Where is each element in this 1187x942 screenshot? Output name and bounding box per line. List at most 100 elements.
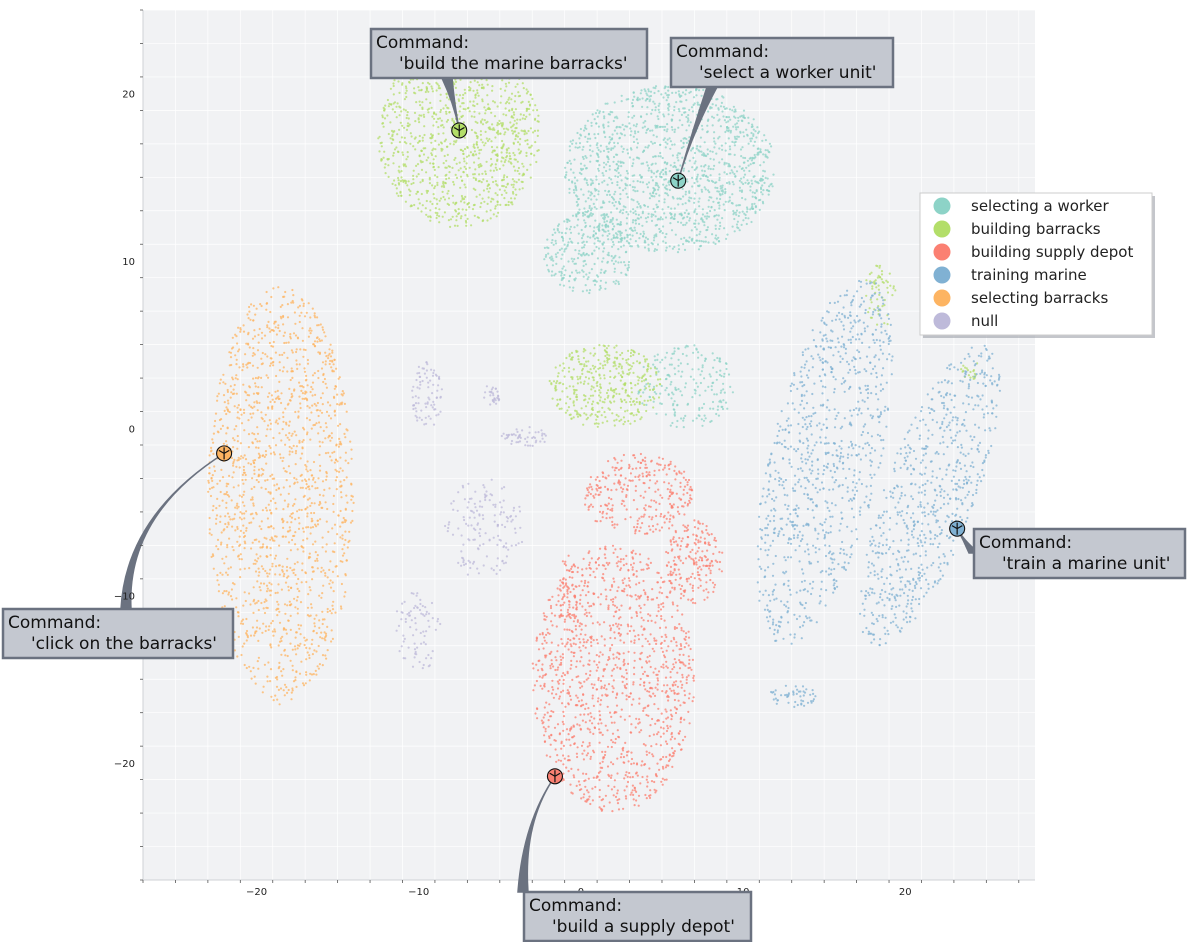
data-point — [633, 456, 637, 459]
data-point — [667, 85, 670, 89]
data-point — [584, 263, 588, 266]
data-point — [422, 153, 426, 156]
data-point — [631, 566, 634, 569]
data-point — [475, 141, 478, 144]
data-point — [473, 110, 476, 113]
data-point — [761, 193, 764, 196]
data-point — [570, 663, 573, 667]
data-point — [430, 133, 433, 136]
data-point — [673, 698, 677, 702]
data-point — [572, 651, 575, 655]
data-point — [771, 185, 774, 188]
data-point — [649, 129, 652, 132]
data-point — [550, 620, 553, 623]
data-point — [546, 238, 549, 241]
data-point — [653, 788, 656, 791]
data-point — [589, 352, 592, 355]
data-point — [578, 602, 582, 605]
data-point — [657, 188, 660, 191]
data-point — [495, 168, 498, 171]
data-point — [732, 125, 735, 128]
data-point — [500, 193, 503, 196]
data-point — [671, 91, 674, 94]
data-point — [441, 215, 444, 218]
data-point — [622, 189, 625, 192]
data-point — [535, 639, 538, 642]
data-point — [603, 564, 606, 567]
data-point — [594, 365, 597, 368]
data-point — [548, 715, 552, 718]
data-point — [631, 174, 634, 177]
data-point — [558, 678, 561, 682]
data-point — [629, 355, 632, 358]
data-point — [742, 156, 745, 159]
data-point — [624, 389, 627, 392]
data-point — [613, 523, 616, 526]
data-point — [685, 115, 688, 119]
data-point — [474, 188, 477, 191]
data-point — [402, 180, 405, 183]
data-point — [593, 262, 596, 266]
data-point — [608, 624, 612, 627]
data-point — [663, 212, 666, 215]
data-point — [883, 322, 886, 325]
data-point — [660, 576, 663, 579]
data-point — [487, 106, 490, 109]
data-point — [587, 133, 591, 136]
data-point — [606, 183, 609, 186]
data-point — [623, 789, 626, 792]
data-point — [463, 147, 467, 151]
data-point — [598, 288, 601, 291]
data-point — [870, 301, 873, 304]
data-point — [651, 191, 655, 194]
data-point — [397, 80, 400, 83]
data-point — [589, 757, 592, 761]
data-point — [578, 137, 581, 140]
data-point — [431, 184, 434, 187]
data-point — [679, 748, 683, 751]
data-point — [699, 145, 702, 148]
data-point — [714, 242, 717, 245]
data-point — [595, 654, 598, 657]
data-point — [607, 121, 610, 124]
data-point — [399, 180, 402, 183]
data-point — [746, 159, 750, 162]
data-point — [597, 182, 601, 186]
data-point — [582, 251, 585, 255]
data-point — [593, 726, 597, 730]
data-point — [562, 715, 566, 718]
data-point — [719, 197, 722, 201]
data-point — [494, 180, 497, 183]
data-point — [646, 399, 650, 402]
data-point — [749, 140, 752, 143]
data-point — [649, 789, 652, 792]
data-point — [646, 656, 649, 659]
data-point — [617, 808, 621, 811]
data-point — [626, 780, 630, 784]
data-point — [617, 586, 620, 589]
data-point — [416, 163, 420, 166]
data-point — [403, 136, 406, 139]
data-point — [607, 150, 610, 153]
data-point — [597, 169, 600, 172]
data-point — [659, 143, 662, 146]
data-point — [390, 103, 393, 106]
data-point — [476, 102, 479, 106]
data-point — [547, 725, 550, 728]
data-point — [644, 793, 647, 797]
data-point — [626, 148, 629, 151]
data-point — [627, 373, 630, 376]
data-point — [611, 524, 614, 527]
data-point — [571, 376, 574, 379]
data-point — [436, 83, 439, 86]
data-point — [384, 104, 387, 107]
data-point — [559, 584, 562, 587]
data-point — [663, 137, 666, 140]
data-point — [432, 112, 436, 115]
data-point — [720, 405, 723, 408]
data-point — [654, 155, 657, 158]
data-point — [600, 722, 603, 725]
data-point — [505, 85, 508, 88]
data-point — [670, 484, 673, 487]
data-point — [642, 515, 645, 518]
